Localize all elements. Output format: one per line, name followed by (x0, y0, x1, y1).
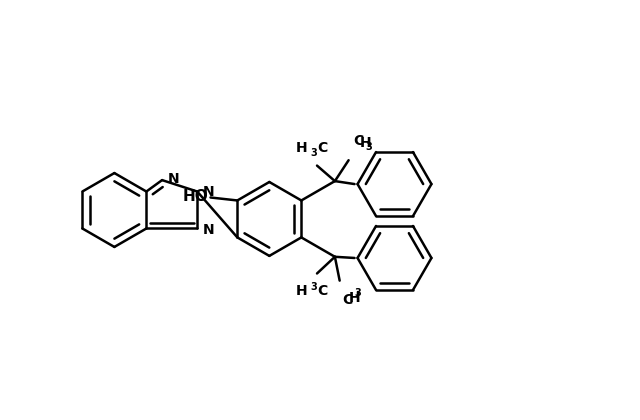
Text: 3: 3 (365, 142, 372, 152)
Text: C: C (317, 284, 328, 298)
Text: 3: 3 (310, 282, 317, 292)
Text: 3: 3 (310, 148, 317, 158)
Text: N: N (203, 223, 215, 236)
Text: 3: 3 (355, 289, 362, 298)
Text: N: N (168, 172, 180, 186)
Text: C: C (317, 142, 328, 155)
Text: H: H (295, 142, 307, 155)
Text: HO: HO (183, 189, 209, 204)
Text: H: H (295, 284, 307, 298)
Text: H: H (359, 136, 371, 150)
Text: H: H (349, 291, 360, 305)
Text: C: C (353, 134, 364, 148)
Text: N: N (203, 184, 215, 199)
Text: C: C (342, 293, 353, 307)
